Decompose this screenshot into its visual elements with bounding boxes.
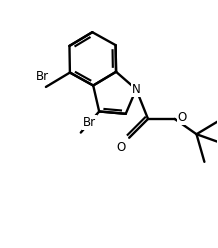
Text: Br: Br bbox=[83, 116, 96, 129]
Text: N: N bbox=[132, 83, 141, 96]
Text: O: O bbox=[116, 141, 125, 154]
Text: O: O bbox=[178, 111, 187, 124]
Text: Br: Br bbox=[35, 70, 49, 83]
